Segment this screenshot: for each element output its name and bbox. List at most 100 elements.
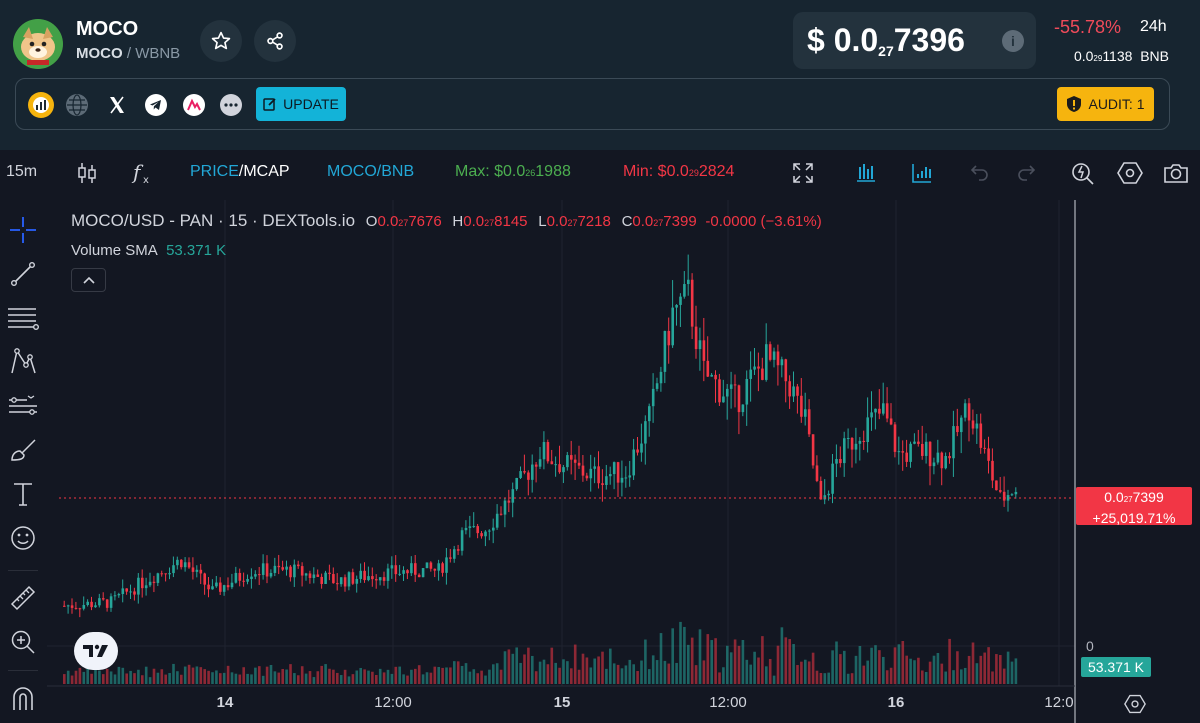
pattern-tool[interactable] (7, 346, 39, 378)
candle-body (1002, 491, 1006, 501)
candle-body (679, 296, 682, 305)
prediction-tool[interactable] (7, 390, 39, 422)
volume-bar (831, 650, 834, 684)
candle-body (636, 449, 639, 453)
candle-body (757, 366, 760, 369)
volume-bar (254, 667, 257, 684)
candle-body (90, 601, 93, 608)
volume-sma-tag: 53.371 K (1081, 657, 1151, 677)
candle-body (628, 475, 632, 478)
brush-icon (11, 439, 36, 461)
price-mcap-toggle[interactable]: PRICE/MCAP (190, 163, 290, 181)
zoom-tool[interactable] (7, 626, 39, 658)
chart-style-button[interactable] (851, 159, 881, 187)
candle-body (737, 385, 741, 413)
candle-type-button[interactable] (72, 159, 102, 187)
fib-tool[interactable] (7, 302, 39, 334)
favorite-button[interactable] (200, 20, 242, 62)
crosshair-tool[interactable] (7, 214, 39, 246)
more-links-button[interactable] (220, 94, 242, 116)
candle-body (971, 420, 975, 429)
text-tool[interactable] (7, 478, 39, 510)
candle-body (987, 448, 990, 461)
candle-body (573, 459, 577, 463)
candle-body (203, 573, 206, 585)
update-button[interactable]: UPDATE (256, 87, 346, 121)
last-price-tag: 0.0277399 +25,019.71% (1076, 487, 1192, 526)
volume-bar (183, 666, 187, 684)
price-chart[interactable]: MOCO/USD - PAN · 15 · DEXTools.io O0.027… (47, 200, 1200, 723)
fullscreen-button[interactable] (788, 159, 818, 187)
candle-body (414, 563, 417, 575)
emoji-tool[interactable] (7, 522, 39, 554)
collapse-legend-button[interactable] (71, 268, 106, 292)
redo-button[interactable] (1011, 159, 1041, 187)
volume-bar (172, 663, 175, 684)
audit-button[interactable]: AUDIT: 1 (1057, 87, 1154, 121)
candle-body (616, 462, 620, 483)
volume-bar (850, 673, 854, 684)
volume-bar (651, 655, 655, 684)
volume-bar (480, 670, 483, 684)
candle-body (148, 581, 152, 586)
candle-body (640, 443, 643, 453)
candle-body (566, 455, 569, 468)
indicators-button[interactable]: f x (128, 159, 158, 187)
pair-quote: WBNB (135, 45, 181, 62)
legend-high-key: H (452, 213, 464, 230)
candle-body (480, 533, 483, 537)
bnb-digits: 1138 (1102, 48, 1133, 64)
quick-search-button[interactable] (1068, 159, 1098, 187)
telegram-link[interactable] (145, 94, 167, 116)
candle-body (258, 574, 261, 576)
candle-body (921, 443, 924, 456)
brush-tool[interactable] (7, 434, 39, 466)
legend-low: 0.0277218 (547, 213, 611, 230)
candle-body (293, 564, 296, 578)
candle-body (753, 366, 756, 370)
price-change-24h: -55.78% (1054, 17, 1122, 37)
measure-tool[interactable] (7, 582, 39, 614)
volume-bar (320, 665, 323, 684)
dextools-link[interactable] (183, 94, 205, 116)
pair-base: MOCO (76, 45, 123, 62)
candle-body (620, 477, 624, 483)
candle-body (823, 495, 827, 500)
volume-bar (999, 655, 1002, 684)
candle-body (176, 559, 179, 566)
magnet-tool[interactable] (7, 682, 39, 714)
candle-body (476, 526, 479, 534)
tradingview-logo[interactable] (74, 632, 118, 670)
candle-body (843, 438, 846, 464)
axis-settings-button[interactable] (1122, 691, 1148, 717)
candle-body (706, 360, 710, 377)
chart-settings-button[interactable] (1115, 159, 1145, 187)
volume-bar (671, 628, 674, 684)
bars-chart-icon (857, 164, 875, 182)
info-icon[interactable]: i (1002, 30, 1024, 52)
candle-body (289, 566, 292, 578)
star-icon (211, 31, 231, 50)
price-toggle-label: PRICE (190, 163, 239, 180)
share-button[interactable] (254, 20, 296, 62)
volume-bar (573, 644, 577, 684)
pair-toggle[interactable]: MOCO/BNB (327, 163, 415, 180)
chart-canvas (47, 200, 1076, 723)
undo-button[interactable] (965, 159, 995, 187)
x-link[interactable] (106, 94, 128, 116)
volume-bar (102, 674, 105, 684)
text-icon (14, 483, 32, 506)
candle-body (741, 404, 745, 413)
trendline-tool[interactable] (7, 258, 39, 290)
volume-bar (289, 664, 292, 684)
dextscore-link[interactable] (28, 92, 54, 118)
website-link[interactable] (66, 94, 88, 116)
candle-body (554, 464, 557, 466)
candle-body (304, 573, 308, 576)
volume-bar (893, 647, 897, 684)
price-prefix: 0.0 (833, 22, 879, 58)
volume-toggle-button[interactable] (907, 159, 937, 187)
volume-bar (698, 629, 702, 684)
interval-selector[interactable]: 15m (6, 163, 38, 180)
screenshot-button[interactable] (1161, 159, 1191, 187)
